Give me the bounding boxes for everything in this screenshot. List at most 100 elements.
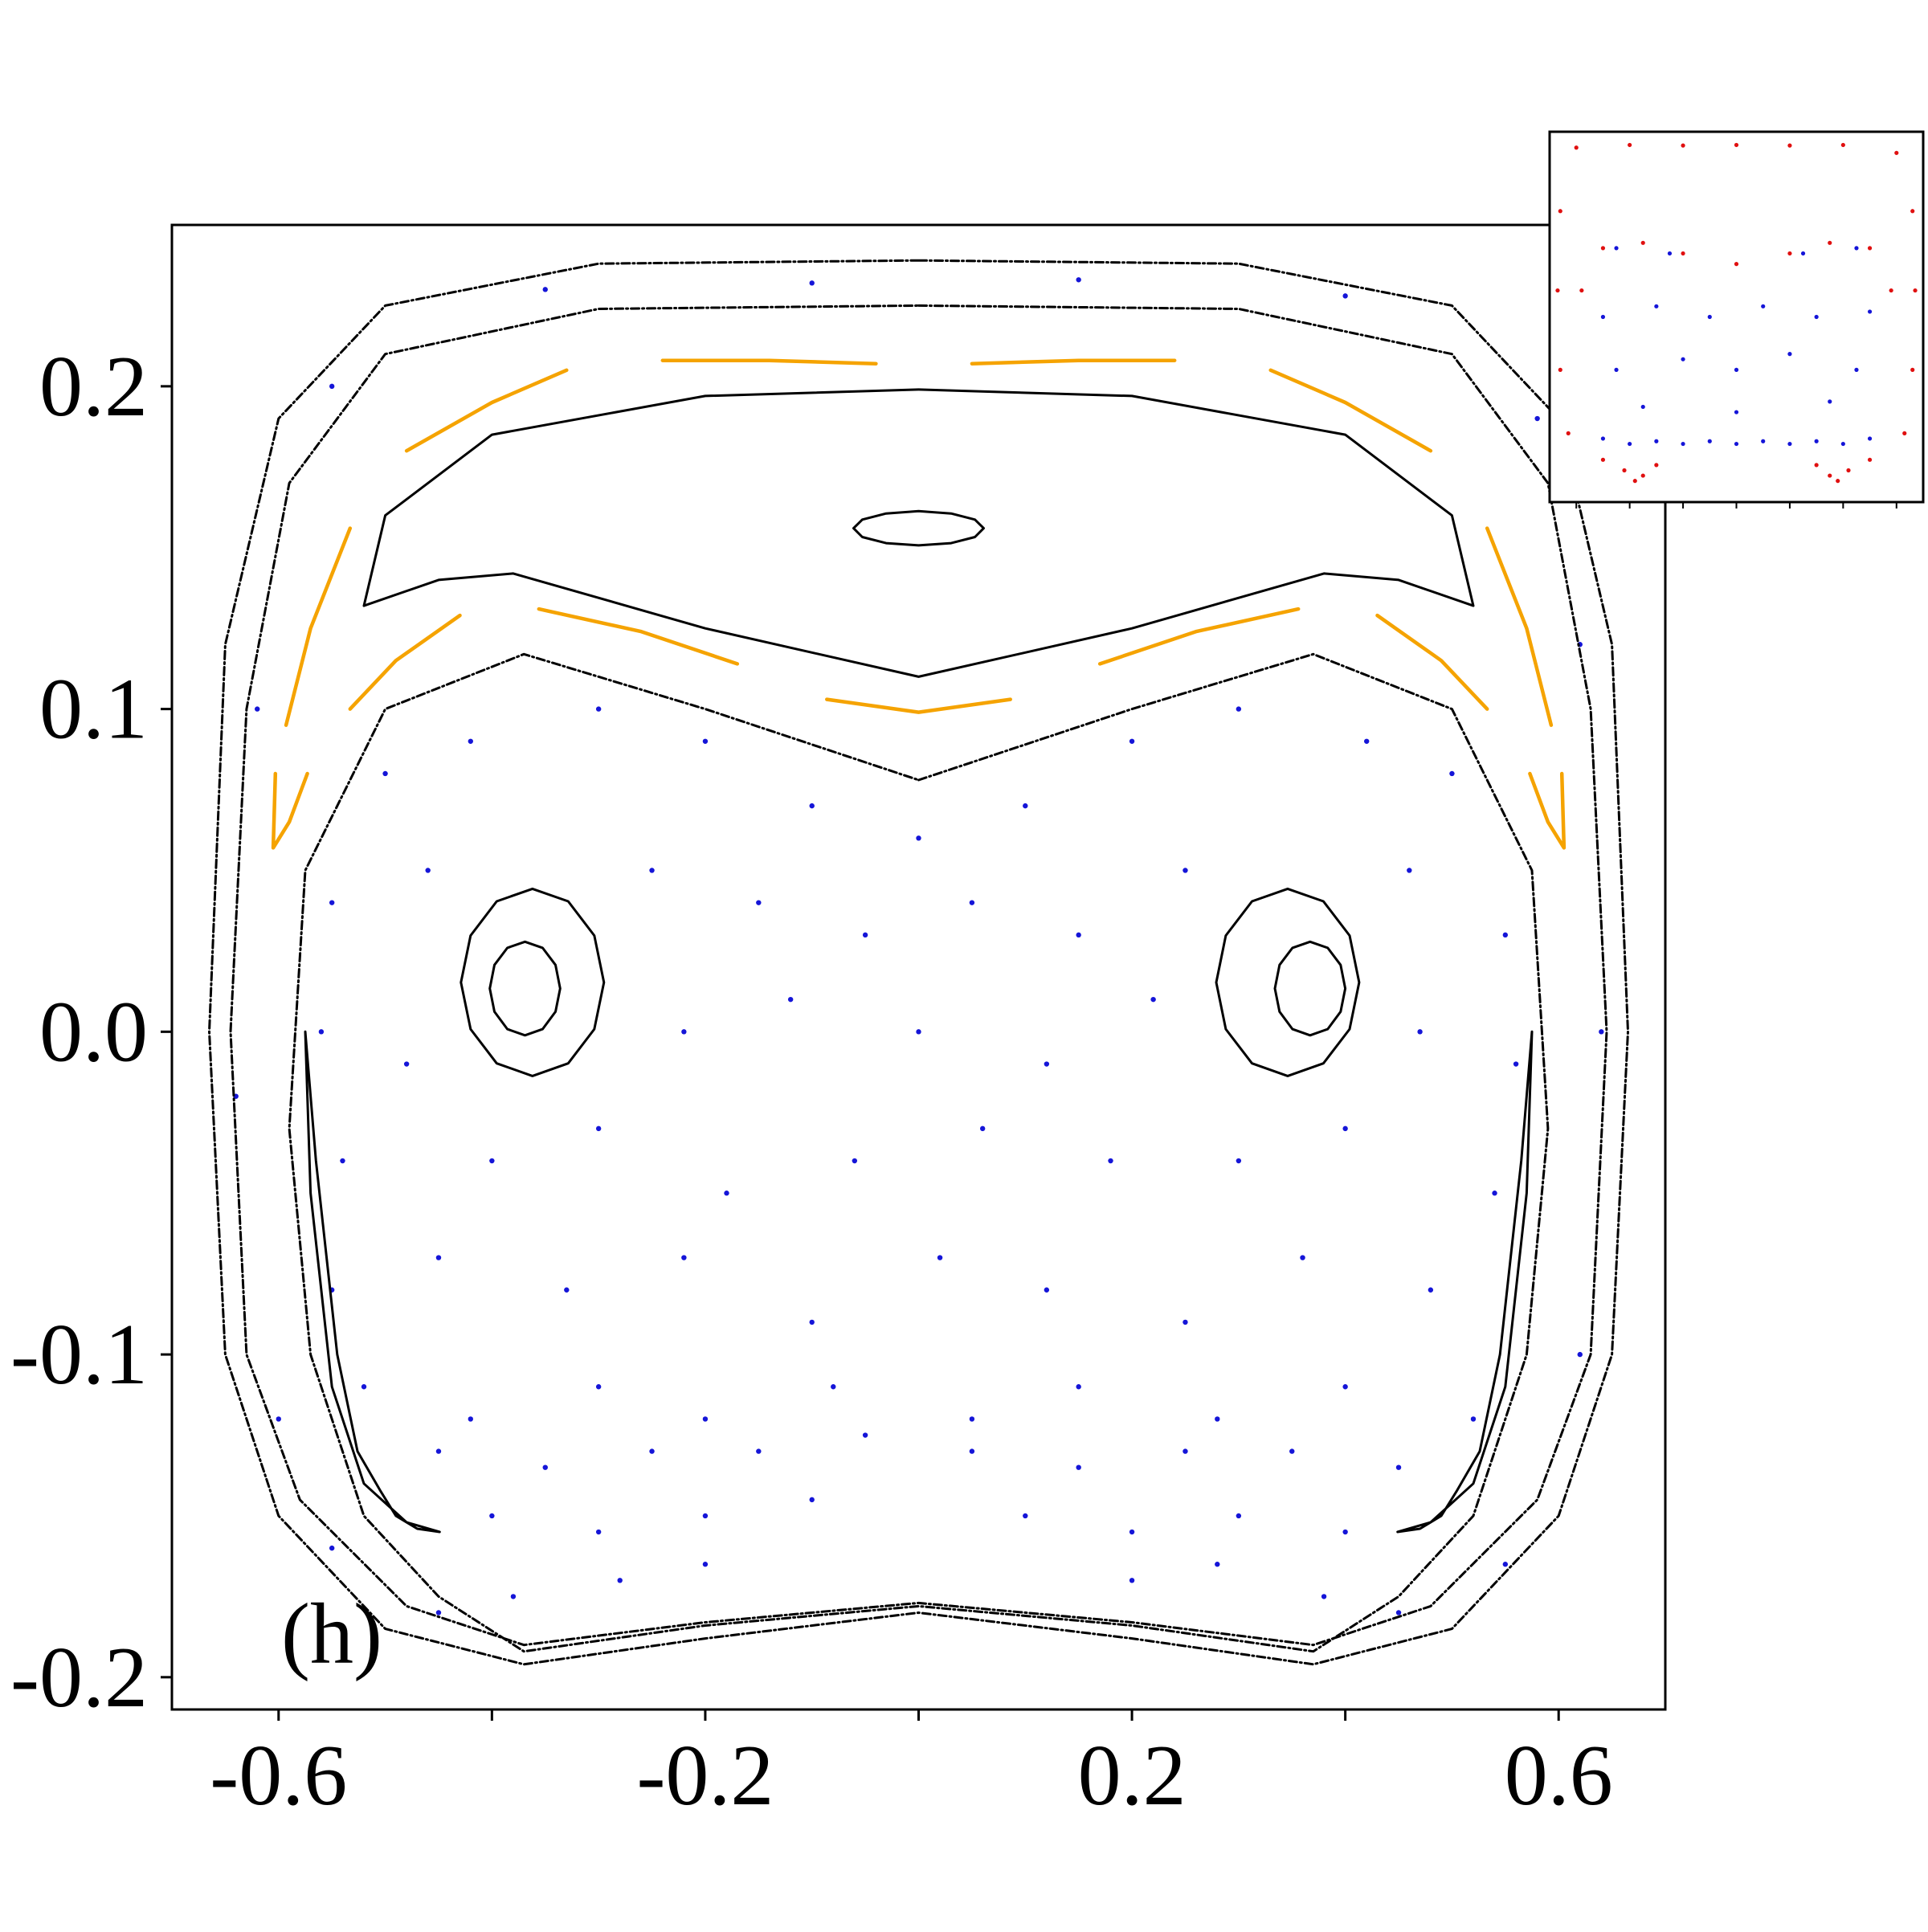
data-point: [595, 706, 602, 712]
x-tick-label: 0.2: [1078, 1728, 1187, 1824]
curve: [362, 388, 1475, 678]
data-point: [1076, 1464, 1081, 1470]
data-point: [468, 738, 473, 744]
data-point: [1814, 463, 1819, 468]
data-point: [1395, 1464, 1402, 1470]
data-point: [787, 996, 794, 1003]
data-point: [489, 1158, 495, 1164]
x-tick-label: -0.2: [636, 1728, 774, 1824]
data-point: [1364, 738, 1370, 744]
data-point: [1407, 868, 1412, 873]
data-point: [403, 1061, 410, 1067]
curve: [488, 940, 562, 1037]
data-point: [1894, 150, 1899, 155]
data-point: [1902, 431, 1907, 435]
data-point: [1417, 1029, 1423, 1035]
data-point: [276, 1416, 281, 1422]
x-tick-label: -0.6: [210, 1728, 347, 1824]
data-point: [1889, 288, 1893, 293]
data-point: [1761, 439, 1766, 443]
data-point: [542, 1464, 548, 1470]
data-point: [1600, 246, 1606, 251]
data-point: [916, 835, 921, 841]
data-point: [1828, 399, 1832, 404]
data-point: [702, 738, 709, 744]
data-point: [1840, 142, 1845, 148]
data-point: [340, 1158, 345, 1164]
data-point: [1342, 293, 1348, 299]
data-point: [468, 1416, 473, 1422]
data-point: [510, 1594, 517, 1599]
data-point: [1492, 1191, 1497, 1196]
data-point: [1734, 410, 1739, 415]
data-point: [1614, 246, 1619, 251]
data-point: [1076, 1384, 1081, 1390]
data-point: [1840, 441, 1845, 447]
data-point: [1681, 143, 1685, 148]
data-point: [1215, 1416, 1220, 1422]
data-point: [1640, 240, 1645, 245]
data-point: [979, 1125, 986, 1132]
data-point: [361, 1384, 367, 1390]
curve: [852, 509, 985, 547]
inset-plot: [1548, 130, 1925, 509]
data-point: [681, 1029, 687, 1035]
data-point: [831, 1384, 836, 1390]
data-point: [681, 1255, 687, 1260]
data-point: [1628, 441, 1632, 447]
data-point: [1632, 479, 1637, 484]
data-point: [809, 803, 815, 809]
curve: [304, 1030, 441, 1534]
data-point: [1787, 352, 1792, 357]
data-point: [1579, 288, 1584, 293]
data-point: [1342, 1125, 1348, 1132]
data-point: [1846, 468, 1851, 473]
data-point: [702, 1416, 709, 1422]
data-point: [724, 1191, 729, 1196]
data-point: [1342, 1384, 1348, 1390]
data-point: [1640, 404, 1645, 410]
data-point: [1470, 1416, 1477, 1422]
data-point: [382, 770, 388, 777]
data-point: [862, 1432, 868, 1438]
data-point: [1836, 479, 1840, 484]
data-point: [1129, 738, 1135, 744]
data-point: [617, 1578, 623, 1583]
curve: [1273, 940, 1347, 1037]
data-point: [1707, 439, 1712, 443]
data-point: [1076, 277, 1081, 283]
data-point: [1913, 288, 1918, 293]
data-point: [1555, 288, 1560, 293]
data-point: [1622, 468, 1627, 473]
data-point: [1600, 314, 1606, 320]
data-point: [595, 1529, 602, 1535]
data-point: [1076, 932, 1081, 938]
data-point: [595, 1384, 602, 1390]
data-point: [1502, 932, 1509, 938]
data-point: [1734, 142, 1739, 148]
data-point: [595, 1125, 602, 1132]
data-point: [435, 1255, 442, 1260]
data-point: [1734, 262, 1739, 267]
data-point: [1129, 1578, 1135, 1583]
data-point: [649, 868, 655, 873]
data-point: [862, 932, 868, 938]
dashed-curve: [288, 652, 1550, 1653]
data-point: [1828, 240, 1832, 245]
data-point: [1023, 803, 1028, 809]
data-point: [1183, 868, 1188, 873]
data-point: [1428, 1287, 1434, 1293]
data-point: [1558, 367, 1562, 372]
y-tick-label: 0.2: [39, 339, 148, 435]
data-point: [809, 1497, 815, 1503]
data-point: [329, 900, 335, 905]
data-point: [1574, 145, 1579, 150]
data-point: [1867, 436, 1873, 441]
data-point: [435, 1610, 442, 1615]
dashed-curve: [229, 304, 1608, 1647]
y-tick-label: 0.1: [39, 662, 148, 758]
data-point: [1044, 1287, 1050, 1293]
data-point: [1910, 367, 1915, 372]
data-point: [1215, 1562, 1220, 1567]
data-point: [489, 1513, 495, 1519]
